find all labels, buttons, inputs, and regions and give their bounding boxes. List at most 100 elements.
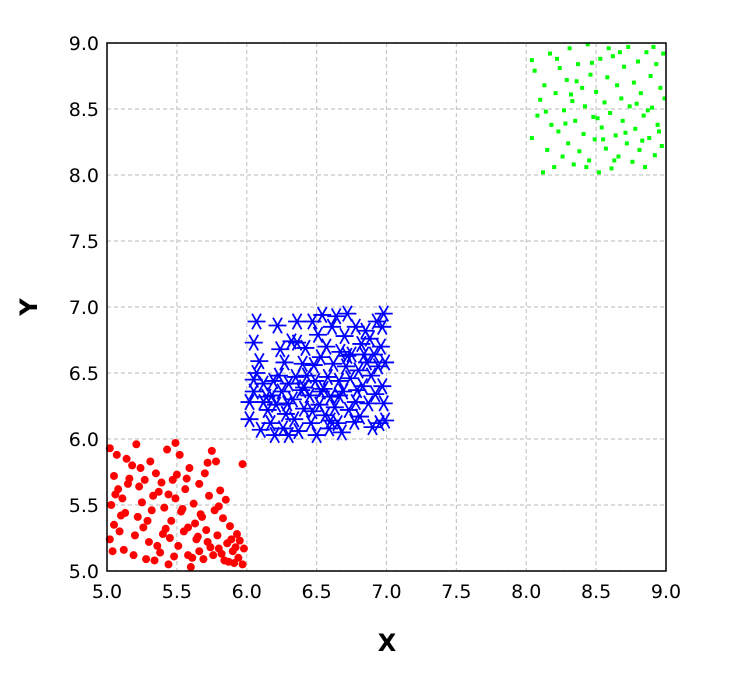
data-point: [373, 318, 392, 336]
data-point: [244, 371, 263, 388]
data-point: [552, 165, 557, 170]
data-point: [318, 368, 337, 386]
data-point: [156, 548, 165, 557]
data-point: [271, 340, 290, 358]
data-point: [650, 105, 655, 110]
data-point: [171, 494, 180, 503]
data-point: [654, 62, 659, 67]
data-point: [317, 338, 336, 355]
data-point: [580, 85, 585, 90]
data-point: [288, 313, 307, 330]
data-point: [374, 395, 393, 412]
data-point: [630, 159, 635, 164]
data-point: [203, 537, 212, 546]
data-point: [239, 544, 248, 553]
data-point: [142, 555, 151, 564]
data-point: [244, 334, 263, 351]
data-point: [218, 514, 227, 523]
data-point: [122, 454, 131, 463]
data-point: [589, 60, 594, 65]
data-point: [581, 132, 586, 137]
data-point: [594, 89, 599, 94]
data-point: [288, 334, 307, 351]
y-tick-label: 6.0: [69, 429, 99, 451]
data-point: [313, 306, 332, 324]
data-point: [599, 125, 604, 130]
data-point: [283, 391, 302, 408]
x-tick-label: 7.0: [371, 581, 401, 603]
data-point: [529, 136, 534, 141]
data-point: [662, 96, 667, 101]
data-point: [175, 450, 184, 459]
data-point: [661, 51, 666, 56]
data-point: [234, 553, 243, 562]
data-point: [353, 377, 372, 395]
data-point: [128, 461, 137, 470]
data-point: [199, 555, 208, 564]
data-point: [602, 100, 607, 105]
data-point: [362, 367, 381, 384]
data-point: [143, 516, 152, 525]
data-point: [659, 143, 664, 148]
data-point: [160, 503, 169, 512]
data-point: [216, 486, 225, 495]
data-point: [171, 438, 180, 447]
data-point: [601, 137, 606, 142]
data-point: [529, 58, 534, 63]
x-tick-label: 7.5: [441, 581, 471, 603]
data-point: [542, 83, 547, 88]
data-point: [111, 490, 120, 499]
data-point: [119, 545, 128, 554]
data-point: [548, 51, 553, 56]
data-point: [575, 62, 580, 67]
data-point: [200, 469, 209, 478]
data-point: [153, 541, 162, 550]
y-tick-labels: 5.0 5.5 6.0 6.5 7.0 7.5 8.0 8.5 9.0: [69, 33, 99, 583]
data-point: [109, 520, 118, 529]
data-point: [360, 330, 379, 347]
data-point: [568, 92, 573, 97]
data-point: [174, 541, 183, 550]
data-point: [606, 46, 611, 51]
data-point: [170, 552, 179, 561]
data-point: [335, 327, 354, 345]
data-point: [261, 414, 280, 432]
data-point: [332, 424, 351, 441]
data-point: [622, 64, 627, 69]
y-axis-label: Y: [15, 298, 43, 317]
data-point: [189, 499, 198, 508]
data-point: [188, 553, 197, 562]
x-tick-label: 9.0: [651, 581, 681, 603]
data-point: [289, 422, 308, 440]
data-point: [638, 91, 643, 96]
data-point: [373, 377, 392, 395]
data-point: [369, 358, 388, 375]
data-point: [325, 399, 344, 416]
data-point: [563, 121, 568, 126]
data-point: [374, 305, 393, 322]
data-point: [349, 362, 368, 379]
data-point: [626, 44, 631, 49]
data-point: [346, 318, 365, 336]
data-point: [235, 536, 244, 545]
data-point: [619, 96, 624, 101]
data-point: [212, 457, 221, 466]
y-tick-label: 8.0: [69, 165, 99, 187]
data-point: [644, 50, 649, 55]
data-point: [371, 338, 390, 355]
y-tick-label: 5.0: [69, 561, 99, 583]
data-point: [535, 113, 540, 118]
data-point: [564, 77, 569, 82]
data-point: [338, 305, 357, 322]
data-point: [648, 74, 653, 78]
data-point: [105, 535, 114, 544]
data-point: [214, 544, 223, 553]
data-point: [202, 526, 211, 535]
data-point: [109, 471, 118, 480]
data-point: [556, 129, 561, 134]
series-3: [529, 42, 667, 175]
data-point: [225, 522, 234, 531]
data-point: [584, 165, 589, 170]
data-point: [554, 56, 559, 61]
